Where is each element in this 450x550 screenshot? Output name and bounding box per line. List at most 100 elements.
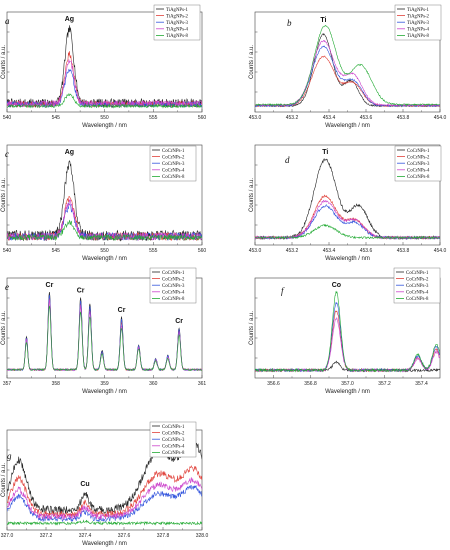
series-line-CoCrNPs-2 — [255, 194, 440, 240]
x-tick-label: 453.0 — [249, 115, 262, 121]
x-tick-label: 327.6 — [118, 533, 131, 539]
y-axis-title: Counts / a.u. — [249, 45, 255, 79]
x-tick-label: 560 — [198, 115, 207, 121]
peak-label: Cr — [175, 318, 183, 325]
peak-label: Cr — [46, 282, 54, 289]
legend-entry: CoCrNPs-2 — [162, 277, 185, 282]
series-line-TiAgNPs-4 — [255, 39, 440, 107]
series-line-TiAgNPs-8 — [255, 24, 440, 107]
x-tick-label: 357 — [3, 381, 12, 387]
legend-entry: CoCrNPs-1 — [407, 149, 430, 154]
series-line-CoCrNPs-8 — [255, 223, 440, 240]
panel-a: 540 545 550 555 560 Wavelength / nm Counts / a… — [1, 4, 207, 129]
series-line-TiAgNPs-2 — [7, 51, 202, 108]
x-tick-label: 540 — [3, 248, 12, 254]
legend-entry: CoCrNPs-3 — [162, 162, 185, 167]
x-tick-label: 550 — [100, 115, 109, 121]
legend-entry: CoCrNPs-8 — [406, 297, 429, 302]
legend-entry: TiAgNPs-2 — [407, 14, 430, 19]
series-line-CoCrNPs-4 — [7, 199, 202, 242]
legend-entry: TiAgNPs-3 — [166, 21, 189, 26]
peak-label: Co — [332, 282, 341, 289]
panel-letter: f — [281, 286, 285, 296]
x-tick-label: 361 — [198, 381, 207, 387]
x-axis-title: Wavelength / nm — [325, 123, 370, 129]
x-tick-label: 358 — [52, 381, 61, 387]
peak-label: Ti — [320, 17, 326, 24]
series-line-CoCrNPs-2 — [7, 465, 202, 518]
x-tick-label: 453.8 — [397, 115, 410, 121]
peak-label: Ag — [65, 16, 74, 23]
x-tick-label: 545 — [52, 248, 61, 254]
series-line-CoCrNPs-1 — [7, 292, 202, 372]
x-tick-label: 453.2 — [286, 115, 299, 121]
panel-c: 540 545 550 555 560 Wavelength / nm Counts / a… — [1, 144, 206, 262]
legend-entry: CoCrNPs-8 — [407, 175, 430, 180]
x-axis-title: Wavelength / nm — [82, 389, 127, 395]
x-tick-label: 555 — [149, 115, 158, 121]
x-tick-label: 356.6 — [267, 381, 280, 387]
peak-label: Cu — [80, 481, 89, 488]
x-tick-label: 454.0 — [434, 115, 447, 121]
x-tick-label: 357.4 — [415, 381, 428, 387]
legend-entry: TiAgNPs-4 — [407, 28, 430, 33]
legend-entry: CoCrNPs-4 — [162, 445, 185, 450]
y-axis-title: Counts / a.u. — [1, 463, 7, 497]
peak-label: Cr — [118, 307, 126, 314]
x-tick-label: 357.2 — [378, 381, 391, 387]
series-line-CoCrNPs-8 — [7, 305, 202, 372]
series-line-TiAgNPs-1 — [255, 33, 440, 108]
panel-b: 453.0 453.2 453.4 453.6 453.8 454.0 Wavelength… — [249, 4, 447, 129]
x-tick-label: 453.4 — [323, 248, 336, 254]
x-tick-label: 453.2 — [286, 248, 299, 254]
legend-entry: CoCrNPs-3 — [406, 284, 429, 289]
legend-entry: CoCrNPs-8 — [162, 297, 185, 302]
x-tick-label: 357.0 — [341, 381, 354, 387]
legend-entry: TiAgNPs-2 — [166, 14, 189, 19]
series-line-CoCrNPs-8 — [255, 290, 440, 373]
y-axis-title: Counts / a.u. — [249, 178, 255, 212]
x-axis-title: Wavelength / nm — [82, 541, 127, 547]
x-tick-label: 545 — [52, 115, 61, 121]
peak-label: Cr — [77, 288, 85, 295]
panel-letter: e — [5, 282, 9, 292]
series-line-TiAgNPs-8 — [7, 93, 202, 109]
series-line-CoCrNPs-4 — [255, 316, 440, 373]
panel-d: 453.0 453.2 453.4 453.6 453.8 454.0 Wavelength… — [249, 144, 447, 262]
legend-entry: TiAgNPs-8 — [407, 34, 430, 39]
series-line-CoCrNPs-4 — [7, 299, 202, 372]
x-tick-label: 453.0 — [249, 248, 262, 254]
panel-e: 357 358 359 360 361 Wavelength / nm Counts / a… — [1, 267, 207, 395]
x-tick-label: 453.8 — [397, 248, 410, 254]
panel-letter: d — [285, 155, 290, 165]
legend-entry: CoCrNPs-1 — [406, 271, 429, 276]
x-tick-label: 356.8 — [304, 381, 317, 387]
panel-letter: a — [5, 16, 10, 26]
x-tick-label: 453.4 — [323, 115, 336, 121]
series-line-CoCrNPs-3 — [7, 484, 202, 523]
series-line-CoCrNPs-3 — [255, 204, 440, 240]
series-line-CoCrNPs-3 — [7, 202, 202, 242]
x-tick-label: 453.6 — [360, 248, 373, 254]
legend-entry: CoCrNPs-8 — [162, 175, 185, 180]
legend-entry: CoCrNPs-2 — [162, 155, 185, 160]
legend-entry: CoCrNPs-3 — [162, 438, 185, 443]
legend-entry: CoCrNPs-1 — [162, 425, 185, 430]
legend-entry: CoCrNPs-2 — [406, 277, 429, 282]
legend-entry: CoCrNPs-4 — [407, 169, 430, 174]
x-axis-title: Wavelength / nm — [325, 256, 370, 262]
legend-entry: CoCrNPs-3 — [162, 284, 185, 289]
series-line-CoCrNPs-4 — [7, 477, 202, 520]
legend-entry: CoCrNPs-4 — [406, 291, 429, 296]
legend-box — [394, 145, 442, 182]
x-tick-label: 454.0 — [434, 248, 447, 254]
legend-entry: CoCrNPs-2 — [162, 431, 185, 436]
y-axis-title: Counts / a.u. — [1, 311, 7, 345]
x-tick-label: 550 — [100, 248, 109, 254]
